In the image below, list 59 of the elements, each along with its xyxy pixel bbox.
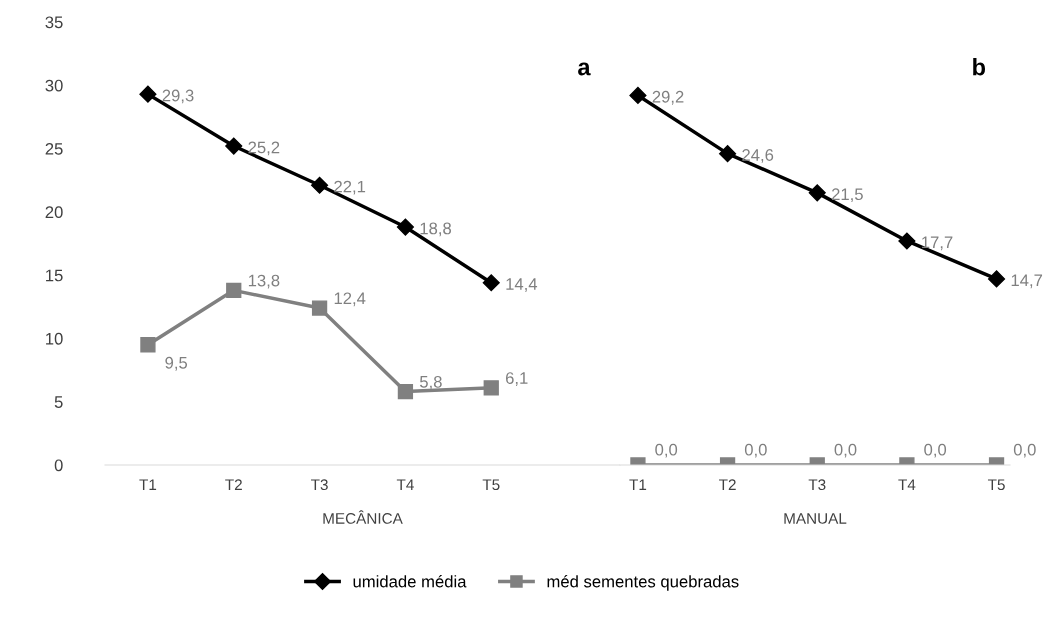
- x-tick-label: T5: [482, 479, 500, 491]
- data-label: 21,5: [831, 188, 863, 203]
- point: [719, 145, 737, 163]
- y-tick-label: 0: [54, 459, 63, 472]
- x-tick-label: T2: [719, 479, 736, 490]
- y-tick-label: 15: [46, 269, 63, 282]
- point: [396, 218, 414, 236]
- data-label: 0,0: [834, 443, 857, 458]
- data-label: 14,4: [506, 278, 538, 292]
- data-label: 12,4: [334, 292, 366, 307]
- point: [225, 137, 243, 155]
- point: [226, 282, 242, 298]
- y-tick-label: 35: [45, 16, 63, 29]
- data-label: 29,3: [162, 89, 194, 104]
- x-tick-label: T4: [396, 479, 414, 490]
- data-label: 14,7: [1011, 274, 1043, 289]
- text: a: [578, 62, 591, 76]
- data-label: 18,8: [420, 222, 452, 237]
- x-tick-label: T3: [311, 479, 328, 491]
- point: [898, 232, 916, 250]
- point: [311, 176, 329, 194]
- x-axis-title: MANUAL: [784, 513, 847, 524]
- data-label: 25,2: [248, 141, 280, 156]
- legend-label: méd sementes quebradas: [547, 575, 739, 591]
- data-label: 22,1: [334, 180, 366, 195]
- data-label: 24,6: [742, 149, 774, 163]
- y-tick-label: 20: [45, 206, 63, 219]
- annotation: b: [973, 58, 986, 76]
- point: [311, 300, 328, 316]
- data-label: 5,8: [419, 375, 442, 390]
- data-label: 0,0: [924, 443, 947, 458]
- legend-label: umidade média: [353, 575, 467, 588]
- point: [140, 337, 156, 353]
- x-tick-label: T1: [139, 479, 157, 490]
- data-label: 13,8: [248, 274, 280, 289]
- x-tick-label: T3: [808, 479, 826, 491]
- data-label: 0,0: [744, 443, 767, 458]
- point: [482, 274, 500, 292]
- point: [139, 85, 157, 103]
- y-tick-label: 10: [46, 332, 63, 345]
- y-tick-label: 25: [45, 142, 63, 155]
- point: [483, 380, 499, 396]
- point: [629, 86, 647, 104]
- data-label: 0,0: [655, 443, 678, 458]
- point: [808, 184, 826, 202]
- y-tick-label: 30: [45, 79, 63, 92]
- x-axis-title: MECÂNICA: [323, 510, 403, 524]
- x-tick-label: T1: [629, 479, 647, 490]
- x-tick-label: T5: [987, 479, 1005, 491]
- data-label: 6,1: [505, 372, 528, 386]
- point: [397, 383, 414, 400]
- data-label: 17,7: [922, 236, 953, 251]
- x-tick-label: T4: [898, 479, 916, 490]
- x-tick-label: T2: [225, 479, 242, 490]
- data-label: 0,0: [1013, 443, 1036, 458]
- data-label: 29,2: [652, 90, 684, 105]
- point: [987, 270, 1006, 288]
- y-tick-label: 5: [54, 396, 63, 408]
- data-label: 9,5: [165, 356, 188, 371]
